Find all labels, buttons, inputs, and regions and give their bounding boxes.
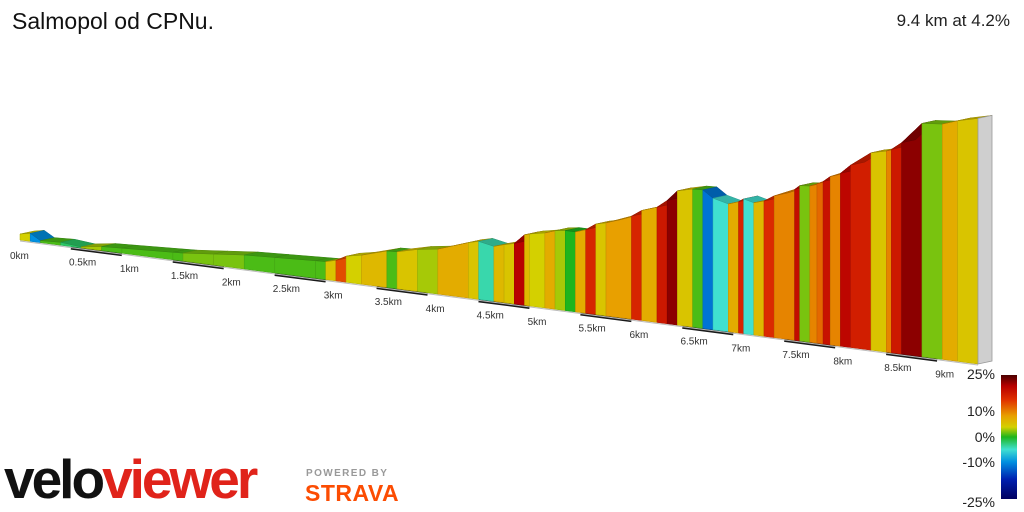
profile-segment bbox=[468, 241, 479, 300]
profile-segment bbox=[921, 123, 943, 360]
profile-segment bbox=[656, 200, 668, 325]
profile-end-cap bbox=[977, 114, 993, 365]
scale-label-max: 25% bbox=[966, 366, 995, 382]
km-tick-label: 5km bbox=[528, 317, 547, 328]
profile-segment bbox=[493, 244, 505, 303]
profile-segment bbox=[738, 198, 744, 334]
km-tick-label: 6.5km bbox=[680, 337, 707, 348]
profile-segment bbox=[575, 229, 586, 314]
profile-segment bbox=[514, 234, 525, 306]
profile-segment bbox=[544, 230, 556, 310]
km-tick-label: 1km bbox=[120, 264, 139, 275]
km-tick-label: 6km bbox=[629, 330, 648, 341]
profile-segment bbox=[816, 181, 824, 345]
profile-segment bbox=[957, 118, 979, 365]
profile-segment bbox=[417, 248, 439, 295]
km-tick-label: 0.5km bbox=[69, 258, 96, 269]
km-tick-label: 2km bbox=[222, 277, 241, 288]
gradient-color-scale: 25% 10% 0% -10% -25% bbox=[958, 366, 1024, 512]
profile-segment bbox=[478, 241, 495, 302]
profile-segment bbox=[870, 150, 887, 353]
km-tick-label: 9km bbox=[935, 370, 954, 381]
profile-segment bbox=[901, 122, 923, 358]
profile-segment bbox=[692, 188, 704, 329]
scale-label-min: -25% bbox=[962, 494, 995, 510]
km-tick-label: 4km bbox=[426, 304, 445, 315]
powered-by-label: POWERED BY bbox=[306, 468, 389, 479]
profile-segment bbox=[585, 223, 597, 315]
profile-segment bbox=[529, 232, 546, 309]
profile-segment bbox=[345, 254, 362, 285]
profile-segment bbox=[942, 120, 958, 362]
profile-segment bbox=[728, 201, 739, 334]
profile-segment bbox=[763, 195, 775, 338]
profile-segment bbox=[172, 252, 184, 262]
profile-segment bbox=[631, 210, 642, 321]
profile-segment bbox=[361, 250, 388, 288]
logo-part-velo: velo bbox=[4, 448, 105, 510]
profile-segment bbox=[386, 250, 398, 290]
route-summary: 9.4 km at 4.2% bbox=[896, 11, 1010, 30]
profile-segment bbox=[773, 189, 795, 341]
profile-segment bbox=[564, 230, 576, 313]
profile-segment bbox=[702, 189, 714, 330]
profile-segment bbox=[396, 249, 418, 292]
km-tick-label: 8km bbox=[833, 357, 852, 368]
profile-segment bbox=[886, 149, 892, 354]
km-tick-label: 7.5km bbox=[782, 350, 809, 361]
km-tick-label: 4.5km bbox=[477, 310, 504, 321]
profile-segment bbox=[743, 198, 755, 336]
profile-segment bbox=[799, 185, 811, 343]
km-tick-label: 5.5km bbox=[579, 324, 606, 335]
profile-segment bbox=[891, 142, 902, 355]
profile-segment bbox=[437, 242, 469, 299]
km-tick-label: 0km bbox=[10, 251, 29, 262]
profile-segment bbox=[19, 233, 31, 242]
page-title: Salmopol od CPNu. bbox=[12, 8, 214, 34]
profile-segment bbox=[712, 197, 729, 332]
scale-label-minus-10: -10% bbox=[962, 454, 995, 470]
km-tick-label: 3km bbox=[324, 291, 343, 302]
profile-segment bbox=[794, 185, 800, 342]
profile-segment bbox=[666, 190, 678, 326]
km-tick-label: 1.5km bbox=[171, 271, 198, 282]
profile-segment bbox=[753, 200, 765, 337]
km-tick-label: 3.5km bbox=[375, 297, 402, 308]
profile-segment bbox=[829, 173, 841, 347]
km-tick-label: 7km bbox=[731, 343, 750, 354]
veloviewer-logo[interactable]: veloviewer bbox=[4, 448, 258, 510]
profile-segment bbox=[677, 188, 693, 328]
profile-segment bbox=[822, 176, 831, 346]
strava-logo[interactable]: STRAVA bbox=[305, 480, 400, 506]
profile-segment bbox=[315, 260, 326, 280]
axis-baseline bbox=[19, 240, 979, 366]
profile-segment bbox=[641, 206, 658, 323]
km-tick-label: 2.5km bbox=[273, 284, 300, 295]
profile-segment bbox=[605, 215, 632, 320]
gradient-scale-bar bbox=[1001, 375, 1017, 499]
km-tick-label: 8.5km bbox=[884, 363, 911, 374]
logo-part-viewer: viewer bbox=[102, 448, 258, 510]
scale-label-0: 0% bbox=[974, 429, 995, 445]
profile-segment bbox=[554, 230, 566, 311]
profile-segment bbox=[503, 243, 515, 305]
profile-segment bbox=[809, 183, 818, 344]
profile-segment bbox=[840, 164, 851, 348]
profile-segment bbox=[325, 260, 337, 282]
profile-segment bbox=[524, 233, 530, 307]
scale-label-10: 10% bbox=[966, 403, 995, 419]
profile-segment bbox=[595, 222, 607, 317]
profile-segment bbox=[850, 152, 872, 351]
